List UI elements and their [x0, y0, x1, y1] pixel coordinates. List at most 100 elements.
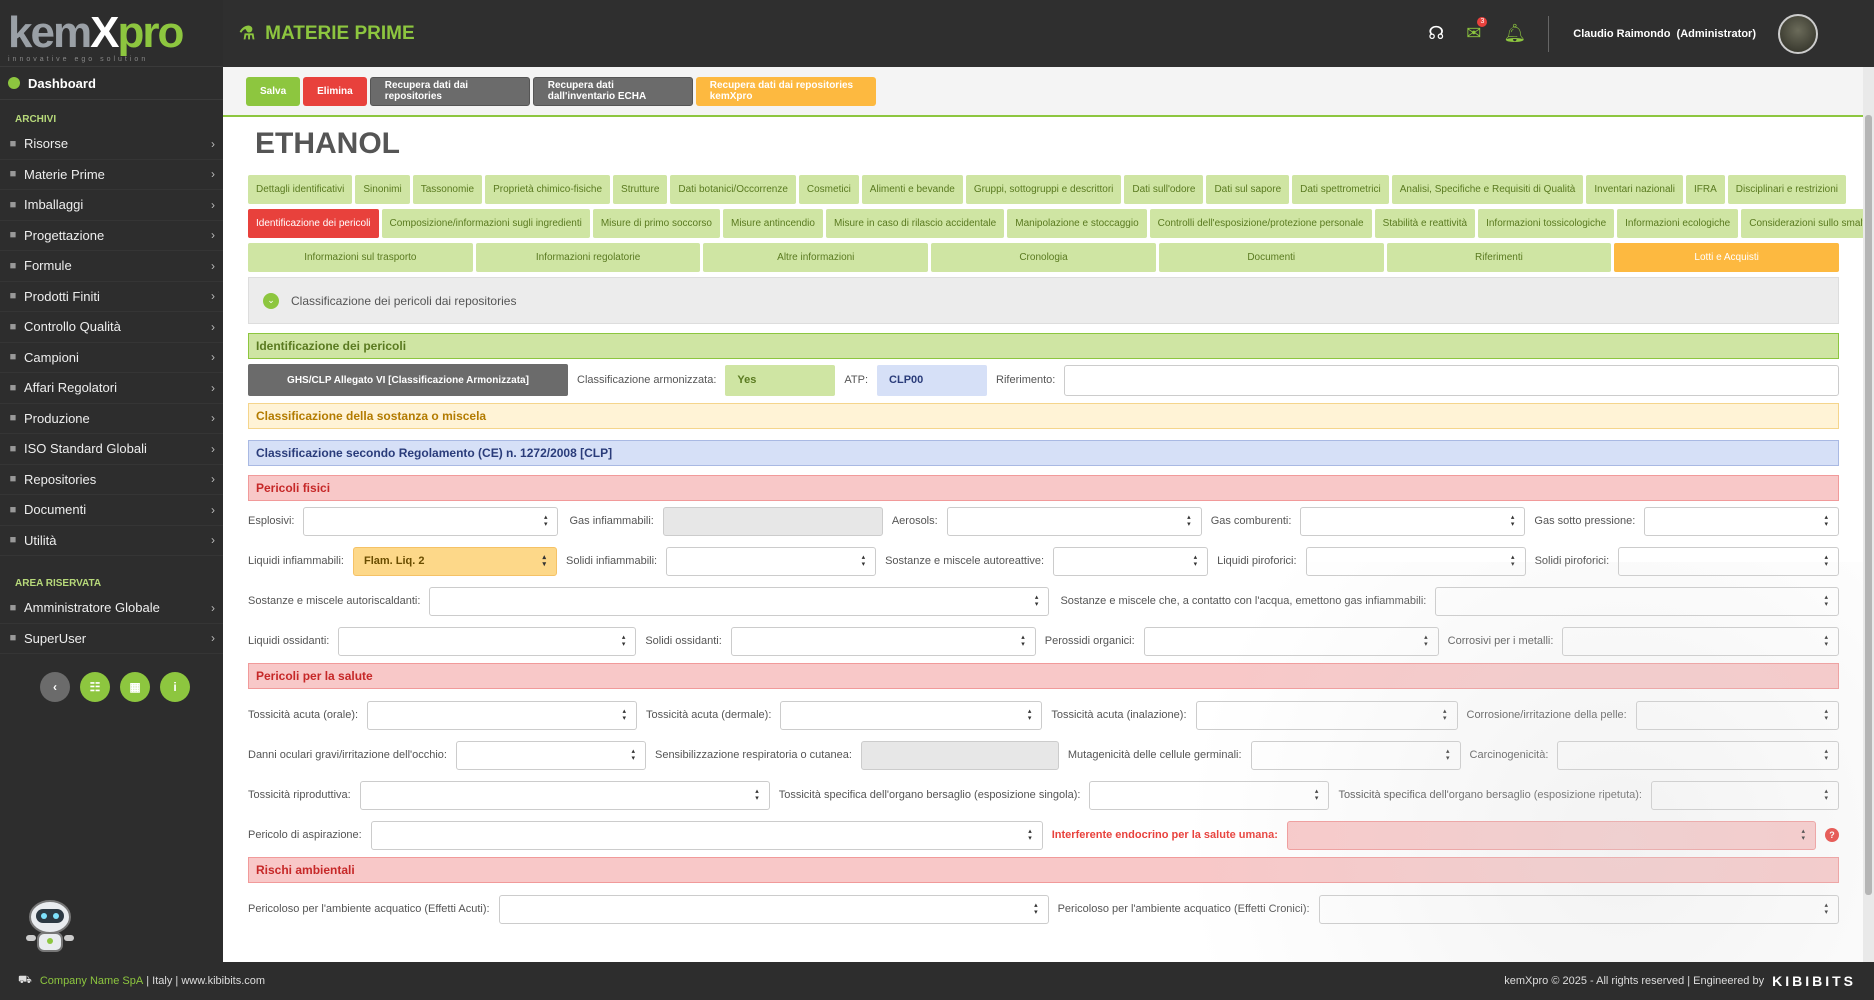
sidebar-item-campioni[interactable]: ■ Campioni ›	[0, 343, 223, 373]
calendar-icon[interactable]: ▦	[120, 672, 150, 702]
tab-misure-in-caso-di-rilascio-accidentale[interactable]: Misure in caso di rilascio accidentale	[825, 209, 1005, 238]
tab-informazioni-regolatorie[interactable]: Informazioni regolatorie	[475, 243, 701, 272]
back-icon[interactable]: ‹	[40, 672, 70, 702]
tab-ifra[interactable]: IFRA	[1685, 175, 1725, 204]
save-button[interactable]: Salva	[246, 76, 301, 106]
sidebar-item-superuser[interactable]: ■ SuperUser ›	[0, 624, 223, 654]
tab-dati-sul-sapore[interactable]: Dati sul sapore	[1206, 175, 1290, 204]
singola-select[interactable]	[1089, 780, 1330, 810]
tab-documenti[interactable]: Documenti	[1158, 243, 1384, 272]
sidebar-item-produzione[interactable]: ■ Produzione ›	[0, 404, 223, 434]
delete-button[interactable]: Elimina	[303, 76, 367, 106]
sidebar-item-iso-standard-globali[interactable]: ■ ISO Standard Globali ›	[0, 434, 223, 465]
tab-identificazione-dei-pericoli[interactable]: Identificazione dei pericoli	[248, 209, 379, 238]
endocrino-select[interactable]	[1286, 820, 1816, 850]
acuti-select[interactable]	[498, 894, 1049, 924]
sidebar-item-risorse[interactable]: ■ Risorse ›	[0, 129, 223, 160]
cancerogenicita-select[interactable]	[1557, 740, 1839, 770]
dermale-select[interactable]	[780, 700, 1043, 730]
autoreattive-select[interactable]	[1053, 546, 1209, 576]
tab-considerazioni-sullo-smaltimento[interactable]: Considerazioni sullo smaltimento	[1741, 209, 1863, 238]
sidebar-item-affari-regolatori[interactable]: ■ Affari Regolatori ›	[0, 373, 223, 404]
footer-site[interactable]: www.kibibits.com	[181, 975, 266, 987]
corrosivi-select[interactable]	[1562, 626, 1839, 656]
aspirazione-select[interactable]	[370, 820, 1043, 850]
tab-composizione-informazioni-sugli-ingredienti[interactable]: Composizione/informazioni sugli ingredie…	[381, 209, 590, 238]
riproduttiva-select[interactable]	[359, 780, 770, 810]
tab-sinonimi[interactable]: Sinonimi	[355, 175, 410, 204]
tab-lotti-e-acquisti[interactable]: Lotti e Acquisti	[1614, 243, 1840, 272]
avatar[interactable]	[1778, 13, 1818, 54]
aerosols-select[interactable]	[946, 506, 1202, 536]
fetch-echa-button[interactable]: Recupera dati dall'inventario ECHA	[532, 76, 693, 106]
solidi-ossidanti-select[interactable]	[730, 626, 1036, 656]
liquidi-piroforici-select[interactable]	[1305, 546, 1526, 576]
fetch-repositories-button[interactable]: Recupera dati dai repositories	[369, 76, 530, 106]
kibibits-logo[interactable]: KIBIBITS	[1772, 973, 1856, 989]
solidi-piroforici-select[interactable]	[1618, 546, 1839, 576]
tab-dati-botanici-occorrenze[interactable]: Dati botanici/Occorrenze	[670, 175, 796, 204]
gas-comburenti-select[interactable]	[1300, 506, 1526, 536]
bell-icon[interactable]: 🔔︎	[1503, 23, 1527, 43]
help-icon[interactable]: ?	[1825, 828, 1839, 842]
collapse-repositories[interactable]: ⌄ Classificazione dei pericoli dai repos…	[248, 277, 1839, 324]
tab-altre-informazioni[interactable]: Altre informazioni	[703, 243, 929, 272]
autoriscaldanti-select[interactable]	[429, 586, 1050, 616]
scrollbar[interactable]	[1863, 67, 1874, 962]
ripetuta-select[interactable]	[1650, 780, 1839, 810]
tab-dati-sull-odore[interactable]: Dati sull'odore	[1124, 175, 1204, 204]
sidebar-item-progettazione[interactable]: ■ Progettazione ›	[0, 221, 223, 251]
mutagenicita-select[interactable]	[1250, 740, 1461, 770]
tab-cronologia[interactable]: Cronologia	[931, 243, 1156, 272]
mail-icon[interactable]: ✉ 3	[1466, 17, 1488, 44]
gas-pressione-select[interactable]	[1644, 506, 1839, 536]
pelle-select[interactable]	[1635, 700, 1839, 730]
liquidi-ossidanti-select[interactable]	[338, 626, 637, 656]
tab-dettagli-identificativi[interactable]: Dettagli identificativi	[248, 175, 353, 204]
tab-cosmetici[interactable]: Cosmetici	[798, 175, 859, 204]
scrollbar-thumb[interactable]	[1865, 115, 1872, 895]
acqua-gas-select[interactable]	[1435, 586, 1839, 616]
tab-analisi-specifiche-e-requisiti-di-qualit-[interactable]: Analisi, Specifiche e Requisiti di Quali…	[1391, 175, 1584, 204]
sidebar-item-materie-prime[interactable]: ■ Materie Prime ›	[0, 160, 223, 190]
cronici-select[interactable]	[1318, 894, 1839, 924]
sidebar-item-repositories[interactable]: ■ Repositories ›	[0, 465, 223, 495]
sidebar-item-imballaggi[interactable]: ■ Imballaggi ›	[0, 190, 223, 221]
occhio-select[interactable]	[455, 740, 646, 770]
tab-inventari-nazionali[interactable]: Inventari nazionali	[1586, 175, 1683, 204]
ghs-annex-button[interactable]: GHS/CLP Allegato VI [Classificazione Arm…	[248, 364, 568, 396]
esplosivi-select[interactable]	[303, 506, 559, 536]
tab-informazioni-ecologiche[interactable]: Informazioni ecologiche	[1617, 209, 1739, 238]
sidebar-item-controllo-qualit-[interactable]: ■ Controllo Qualità ›	[0, 312, 223, 343]
list-icon[interactable]: ☷	[80, 672, 110, 702]
sidebar-item-prodotti-finiti[interactable]: ■ Prodotti Finiti ›	[0, 282, 223, 312]
tab-stabilit-e-reattivit-[interactable]: Stabilità e reattività	[1374, 209, 1476, 238]
tab-controlli-dell-esposizione-protezione-personale[interactable]: Controlli dell'esposizione/protezione pe…	[1149, 209, 1372, 238]
sidebar-item-utilit-[interactable]: ■ Utilità ›	[0, 526, 223, 556]
tab-disciplinari-e-restrizioni[interactable]: Disciplinari e restrizioni	[1727, 175, 1847, 204]
info-icon[interactable]: i	[160, 672, 190, 702]
orale-select[interactable]	[367, 700, 638, 730]
sidebar-item-dashboard[interactable]: Dashboard	[0, 66, 223, 100]
solidi-infiammabili-select[interactable]	[666, 546, 877, 576]
tab-riferimenti[interactable]: Riferimenti	[1386, 243, 1612, 272]
tab-misure-di-primo-soccorso[interactable]: Misure di primo soccorso	[592, 209, 720, 238]
fetch-kemxpro-button[interactable]: Recupera dati dai repositories kemXpro	[695, 76, 876, 106]
headset-icon[interactable]: ☊	[1428, 23, 1445, 43]
tab-dati-spettrometrici[interactable]: Dati spettrometrici	[1292, 175, 1389, 204]
sidebar-item-documenti[interactable]: ■ Documenti ›	[0, 495, 223, 526]
reference-input[interactable]	[1064, 364, 1839, 396]
tab-alimenti-e-bevande[interactable]: Alimenti e bevande	[861, 175, 963, 204]
sidebar-item-amministratore-globale[interactable]: ■ Amministratore Globale ›	[0, 593, 223, 624]
perossidi-select[interactable]	[1143, 626, 1439, 656]
user-name[interactable]: Claudio Raimondo (Administrator)	[1548, 15, 1756, 52]
tab-informazioni-sul-trasporto[interactable]: Informazioni sul trasporto	[248, 243, 473, 272]
kemxpro-logo[interactable]: kemXpro innovative ego solution	[0, 0, 223, 66]
tab-informazioni-tossicologiche[interactable]: Informazioni tossicologiche	[1478, 209, 1615, 238]
inalazione-select[interactable]	[1195, 700, 1458, 730]
liquidi-infiammabili-select[interactable]: Flam. Liq. 2	[353, 546, 557, 576]
tab-misure-antincendio[interactable]: Misure antincendio	[723, 209, 823, 238]
tab-gruppi-sottogruppi-e-descrittori[interactable]: Gruppi, sottogruppi e descrittori	[965, 175, 1122, 204]
tab-tassonomie[interactable]: Tassonomie	[412, 175, 483, 204]
assistant-robot-icon[interactable]	[18, 895, 82, 959]
